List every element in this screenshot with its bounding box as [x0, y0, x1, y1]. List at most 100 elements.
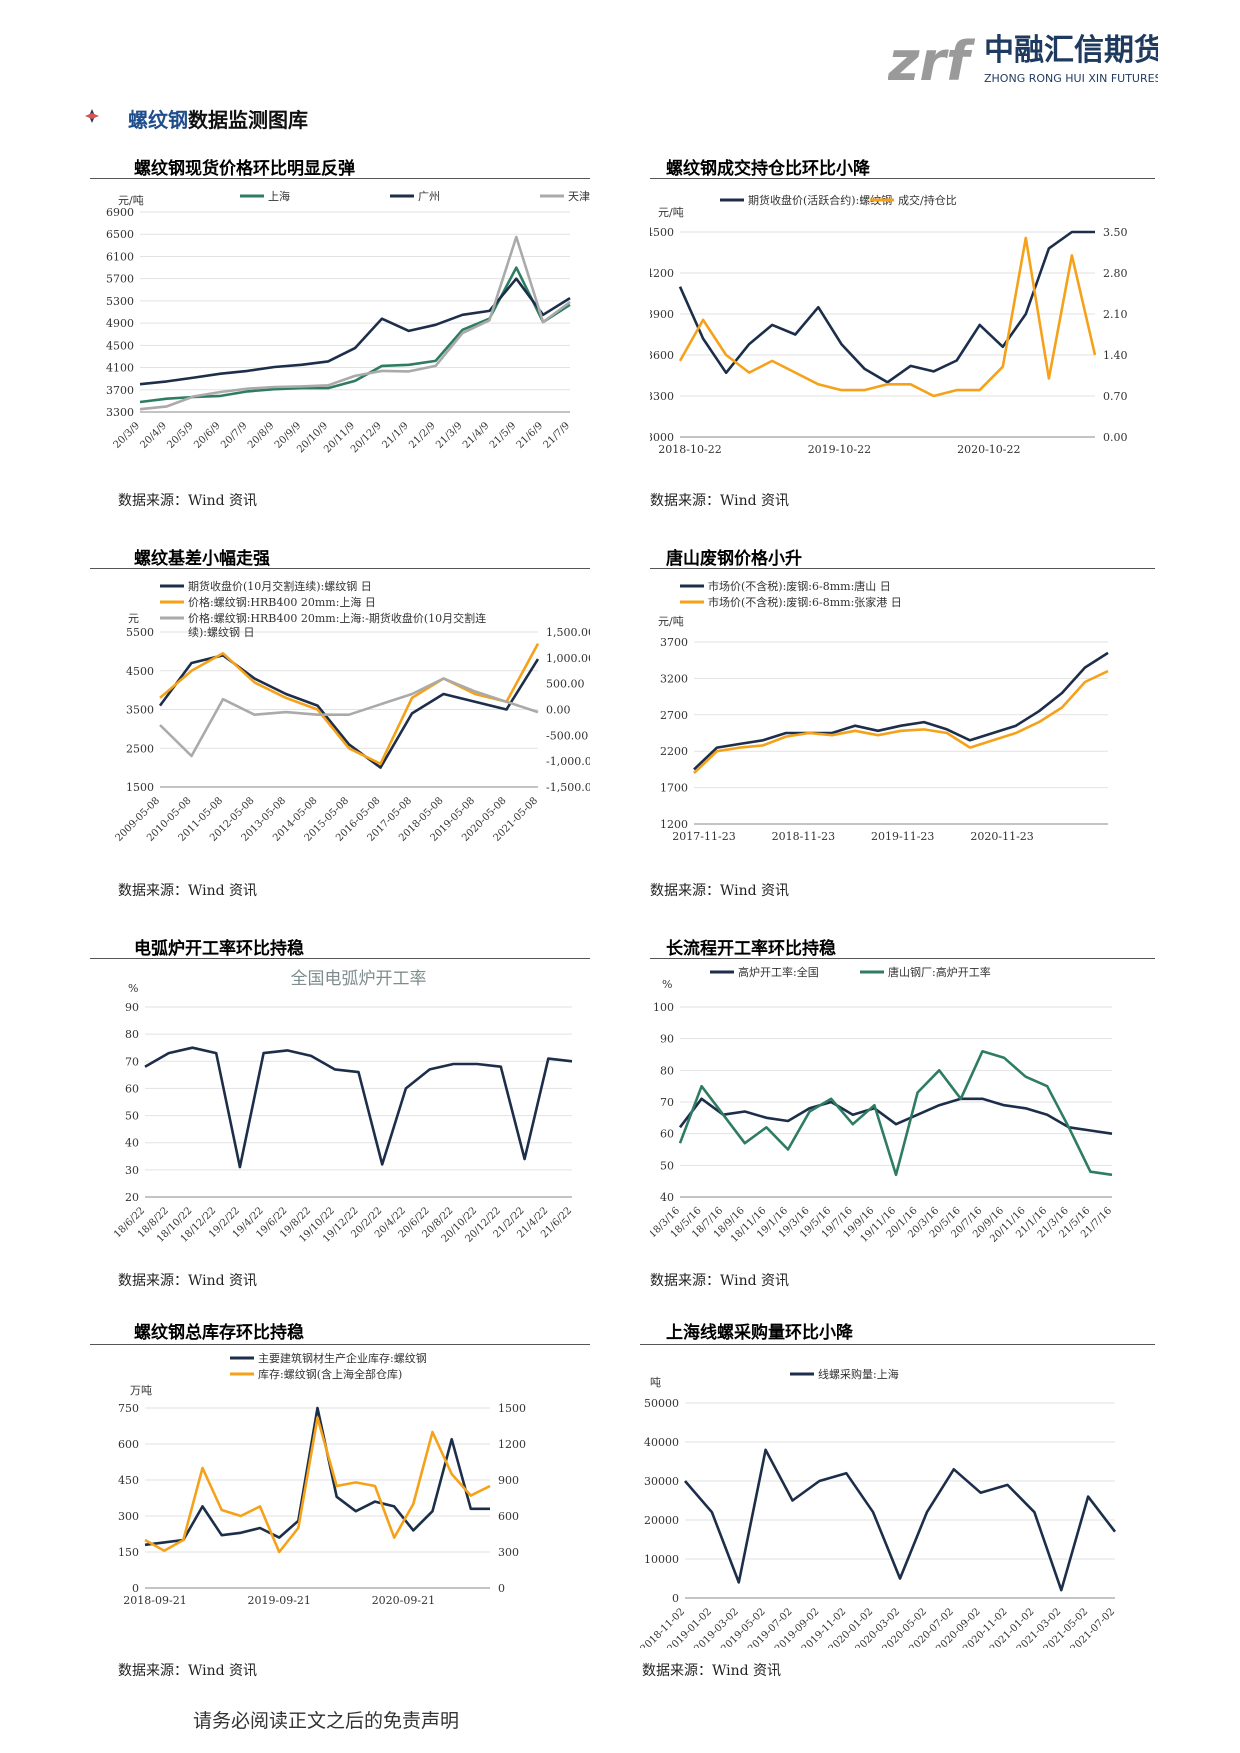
- y-tick-label: 70: [660, 1096, 674, 1109]
- title-rule: [90, 958, 590, 959]
- y-tick-label: 30000: [644, 1475, 679, 1488]
- series-line: [684, 1448, 1117, 1592]
- y-tick-label: 600: [118, 1438, 139, 1451]
- y-tick-label: 50: [125, 1110, 139, 1123]
- y2-tick-label: 2.10: [1103, 308, 1128, 321]
- y-tick-label: 3700: [660, 636, 688, 649]
- chart-purchase: 吨500004000030000200001000002018-11-02201…: [640, 1367, 1117, 1648]
- series-line: [139, 235, 571, 411]
- chart-source: 数据来源：Wind 资讯: [650, 493, 790, 509]
- series-line: [159, 642, 540, 766]
- y-tick-label: 3700: [106, 384, 134, 397]
- y-tick-label: 5500: [126, 626, 154, 639]
- y2-tick-label: -1,500.00: [546, 781, 590, 794]
- x-tick-label: 2020-11-23: [970, 830, 1033, 843]
- legend-label: 广州: [418, 190, 440, 203]
- series-line: [693, 651, 1109, 771]
- y2-tick-label: 0.00: [546, 704, 571, 717]
- legend-label: 高炉开工率:全国: [738, 965, 819, 979]
- series-line: [144, 1046, 573, 1169]
- y2-tick-label: 500.00: [546, 678, 585, 691]
- series-line: [693, 669, 1109, 774]
- legend-label: 期货收盘价(活跃合约):螺纹钢: [748, 193, 892, 207]
- series-line: [678, 230, 1095, 384]
- legend-label: 期货收盘价(10月交割连续):螺纹钢 日: [188, 579, 372, 593]
- legend-label: 线螺采购量:上海: [818, 1367, 899, 1381]
- y-tick-label: 3200: [660, 672, 688, 685]
- y-tick-label: 50: [660, 1159, 674, 1172]
- chart-source: 数据来源：Wind 资讯: [650, 883, 790, 899]
- y-tick-label: 70: [125, 1055, 139, 1068]
- y-tick-label: 90: [660, 1033, 674, 1046]
- chart-title: 螺纹钢成交持仓比环比小降: [666, 159, 870, 179]
- y-tick-label: 3900: [650, 308, 674, 321]
- y2-tick-label: 900: [498, 1474, 519, 1487]
- y-tick-label: 4500: [126, 665, 154, 678]
- y-tick-label: 3300: [106, 406, 134, 419]
- y-tick-label: 2200: [660, 745, 688, 758]
- logo-cn-name: 中融汇信期货: [984, 33, 1158, 68]
- chart-title: 上海线螺采购量环比小降: [666, 1323, 853, 1343]
- company-logo: zrf 中融汇信期货 ZHONG RONG HUI XIN FUTURES: [888, 30, 1158, 92]
- x-tick-label: 21/2/9: [407, 420, 438, 451]
- chart-title: 唐山废钢价格小升: [666, 549, 802, 569]
- x-tick-label: 20/8/9: [246, 420, 277, 451]
- y-tick-label: 5700: [106, 273, 134, 286]
- y-axis-label: 元/吨: [658, 206, 684, 219]
- y-tick-label: 6900: [106, 206, 134, 219]
- chart-inventory: 万吨75060045030015001500120090060030002018…: [118, 1351, 526, 1607]
- title-rule: [650, 568, 1155, 569]
- series-line: [678, 236, 1097, 398]
- y-axis-label: 吨: [650, 1376, 661, 1389]
- y-tick-label: 30: [125, 1164, 139, 1177]
- y-axis-label: 元/吨: [118, 194, 144, 207]
- y2-tick-label: 1,500.00: [546, 626, 590, 639]
- y-tick-label: 3300: [650, 390, 674, 403]
- x-tick-label: 2020-09-21: [372, 1594, 435, 1607]
- y-tick-label: 2700: [660, 709, 688, 722]
- y-tick-label: 20: [125, 1191, 139, 1204]
- series-line: [144, 1406, 490, 1547]
- y-tick-label: 1200: [660, 818, 688, 831]
- legend-label: 续):螺纹钢 日: [188, 625, 255, 639]
- chart-title: 长流程开工率环比持稳: [666, 939, 836, 959]
- x-tick-label: 2018-10-22: [658, 443, 721, 456]
- x-tick-label: 21/3/9: [434, 420, 465, 451]
- logo-en-name: ZHONG RONG HUI XIN FUTURES: [984, 72, 1158, 85]
- legend-label: 库存:螺纹钢(含上海全部仓库): [258, 1367, 402, 1381]
- legend-label: 市场价(不含税):废钢:6-8mm:唐山 日: [708, 579, 891, 593]
- y-tick-label: 50000: [644, 1397, 679, 1410]
- y2-tick-label: 0: [498, 1582, 505, 1595]
- section-bullet-icon: [84, 108, 100, 124]
- y-tick-label: 4200: [650, 267, 674, 280]
- series-line: [144, 1416, 491, 1554]
- chart-source: 数据来源：Wind 资讯: [118, 493, 258, 509]
- title-rule: [650, 178, 1155, 179]
- title-rule: [640, 1344, 1155, 1345]
- section-title-rest: 数据监测图库: [188, 108, 308, 132]
- series-line: [678, 1097, 1113, 1135]
- x-tick-label: 21/6/9: [515, 420, 546, 451]
- section-title-highlight: 螺纹钢: [128, 108, 188, 132]
- x-tick-label: 21/4/9: [461, 420, 492, 451]
- y2-tick-label: 1200: [498, 1438, 526, 1451]
- series-line: [158, 654, 540, 769]
- x-tick-label: 2020-10-22: [957, 443, 1020, 456]
- series-line: [139, 277, 571, 386]
- y-tick-label: 5300: [106, 295, 134, 308]
- y-tick-label: 4500: [106, 339, 134, 352]
- chart-source: 数据来源：Wind 资讯: [642, 1663, 782, 1679]
- x-tick-label: 2018-09-21: [123, 1594, 186, 1607]
- chart-source: 数据来源：Wind 资讯: [118, 883, 258, 899]
- y-tick-label: 0: [672, 1592, 679, 1605]
- y-axis-label: 元: [128, 612, 139, 625]
- chart-title: 电弧炉开工率环比持稳: [134, 939, 304, 959]
- x-tick-label: 21/5/9: [488, 420, 519, 451]
- chart-title: 螺纹钢现货价格环比明显反弹: [134, 159, 355, 179]
- y-tick-label: 3500: [126, 704, 154, 717]
- legend-label: 主要建筑钢材生产企业库存:螺纹钢: [258, 1351, 427, 1365]
- chart-title: 螺纹基差小幅走强: [134, 549, 270, 569]
- chart-eaf-rate: % 全国电弧炉开工率908070605040302018/6/2218/8/221…: [112, 969, 574, 1245]
- y2-tick-label: 0.00: [1103, 431, 1128, 444]
